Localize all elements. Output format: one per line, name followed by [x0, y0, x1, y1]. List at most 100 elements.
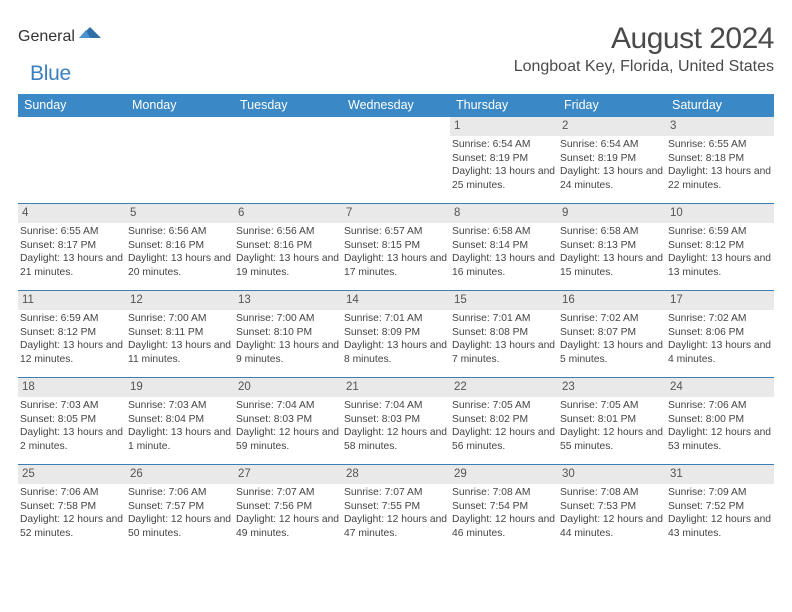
logo-triangle-icon	[79, 24, 101, 40]
calendar-cell: 16Sunrise: 7:02 AMSunset: 8:07 PMDayligh…	[558, 291, 666, 377]
day-header-row: SundayMondayTuesdayWednesdayThursdayFrid…	[18, 94, 774, 117]
week-row: 25Sunrise: 7:06 AMSunset: 7:58 PMDayligh…	[18, 465, 774, 551]
sunrise-line: Sunrise: 7:06 AM	[20, 486, 124, 500]
sunset-line: Sunset: 7:52 PM	[668, 500, 772, 514]
sunrise-line: Sunrise: 7:09 AM	[668, 486, 772, 500]
daylight-line: Daylight: 13 hours and 21 minutes.	[20, 252, 124, 279]
day-header-saturday: Saturday	[666, 94, 774, 117]
day-header-sunday: Sunday	[18, 94, 126, 117]
sunrise-line: Sunrise: 7:07 AM	[344, 486, 448, 500]
daylight-line: Daylight: 12 hours and 50 minutes.	[128, 513, 232, 540]
day-number: 19	[126, 378, 234, 397]
sunset-line: Sunset: 8:04 PM	[128, 413, 232, 427]
sunrise-line: Sunrise: 7:04 AM	[236, 399, 340, 413]
sunset-line: Sunset: 7:54 PM	[452, 500, 556, 514]
calendar-cell: 17Sunrise: 7:02 AMSunset: 8:06 PMDayligh…	[666, 291, 774, 377]
day-header-tuesday: Tuesday	[234, 94, 342, 117]
daylight-line: Daylight: 13 hours and 1 minute.	[128, 426, 232, 453]
day-number: 20	[234, 378, 342, 397]
day-number	[18, 117, 126, 136]
day-details: Sunrise: 7:03 AMSunset: 8:05 PMDaylight:…	[18, 397, 126, 457]
day-number: 9	[558, 204, 666, 223]
sunset-line: Sunset: 8:03 PM	[236, 413, 340, 427]
calendar-cell: 23Sunrise: 7:05 AMSunset: 8:01 PMDayligh…	[558, 378, 666, 464]
daylight-line: Daylight: 13 hours and 22 minutes.	[668, 165, 772, 192]
sunset-line: Sunset: 8:08 PM	[452, 326, 556, 340]
day-details: Sunrise: 7:01 AMSunset: 8:08 PMDaylight:…	[450, 310, 558, 370]
day-header-thursday: Thursday	[450, 94, 558, 117]
day-header-wednesday: Wednesday	[342, 94, 450, 117]
daylight-line: Daylight: 13 hours and 15 minutes.	[560, 252, 664, 279]
daylight-line: Daylight: 13 hours and 4 minutes.	[668, 339, 772, 366]
day-details: Sunrise: 7:06 AMSunset: 7:58 PMDaylight:…	[18, 484, 126, 544]
calendar-cell: 25Sunrise: 7:06 AMSunset: 7:58 PMDayligh…	[18, 465, 126, 551]
day-number: 12	[126, 291, 234, 310]
sunset-line: Sunset: 8:12 PM	[668, 239, 772, 253]
calendar-cell: 1Sunrise: 6:54 AMSunset: 8:19 PMDaylight…	[450, 117, 558, 203]
calendar-cell: 29Sunrise: 7:08 AMSunset: 7:54 PMDayligh…	[450, 465, 558, 551]
sunrise-line: Sunrise: 7:06 AM	[128, 486, 232, 500]
daylight-line: Daylight: 13 hours and 20 minutes.	[128, 252, 232, 279]
day-details: Sunrise: 7:06 AMSunset: 8:00 PMDaylight:…	[666, 397, 774, 457]
day-details: Sunrise: 6:54 AMSunset: 8:19 PMDaylight:…	[558, 136, 666, 196]
calendar-cell-blank	[342, 117, 450, 203]
day-number: 4	[18, 204, 126, 223]
sunrise-line: Sunrise: 6:54 AM	[452, 138, 556, 152]
sunset-line: Sunset: 8:09 PM	[344, 326, 448, 340]
day-number: 21	[342, 378, 450, 397]
calendar-cell: 11Sunrise: 6:59 AMSunset: 8:12 PMDayligh…	[18, 291, 126, 377]
daylight-line: Daylight: 13 hours and 17 minutes.	[344, 252, 448, 279]
day-number: 8	[450, 204, 558, 223]
sunrise-line: Sunrise: 6:56 AM	[236, 225, 340, 239]
day-details: Sunrise: 7:05 AMSunset: 8:01 PMDaylight:…	[558, 397, 666, 457]
day-details: Sunrise: 7:00 AMSunset: 8:11 PMDaylight:…	[126, 310, 234, 370]
sunrise-line: Sunrise: 7:05 AM	[452, 399, 556, 413]
sunrise-line: Sunrise: 7:02 AM	[560, 312, 664, 326]
day-details: Sunrise: 7:09 AMSunset: 7:52 PMDaylight:…	[666, 484, 774, 544]
sunrise-line: Sunrise: 6:58 AM	[560, 225, 664, 239]
calendar-cell: 21Sunrise: 7:04 AMSunset: 8:03 PMDayligh…	[342, 378, 450, 464]
day-number	[126, 117, 234, 136]
day-header-monday: Monday	[126, 94, 234, 117]
week-row: 18Sunrise: 7:03 AMSunset: 8:05 PMDayligh…	[18, 378, 774, 465]
sunset-line: Sunset: 8:18 PM	[668, 152, 772, 166]
week-row: 11Sunrise: 6:59 AMSunset: 8:12 PMDayligh…	[18, 291, 774, 378]
sunrise-line: Sunrise: 7:03 AM	[20, 399, 124, 413]
sunset-line: Sunset: 8:02 PM	[452, 413, 556, 427]
calendar-cell: 13Sunrise: 7:00 AMSunset: 8:10 PMDayligh…	[234, 291, 342, 377]
calendar-cell-blank	[126, 117, 234, 203]
sunrise-line: Sunrise: 7:07 AM	[236, 486, 340, 500]
sunrise-line: Sunrise: 7:08 AM	[560, 486, 664, 500]
sunset-line: Sunset: 8:16 PM	[236, 239, 340, 253]
logo: General	[18, 22, 103, 46]
daylight-line: Daylight: 12 hours and 55 minutes.	[560, 426, 664, 453]
sunrise-line: Sunrise: 7:00 AM	[236, 312, 340, 326]
sunrise-line: Sunrise: 6:56 AM	[128, 225, 232, 239]
daylight-line: Daylight: 12 hours and 56 minutes.	[452, 426, 556, 453]
day-number: 6	[234, 204, 342, 223]
day-number: 22	[450, 378, 558, 397]
day-details: Sunrise: 6:55 AMSunset: 8:18 PMDaylight:…	[666, 136, 774, 196]
calendar-cell: 15Sunrise: 7:01 AMSunset: 8:08 PMDayligh…	[450, 291, 558, 377]
day-details: Sunrise: 7:05 AMSunset: 8:02 PMDaylight:…	[450, 397, 558, 457]
daylight-line: Daylight: 12 hours and 43 minutes.	[668, 513, 772, 540]
sunrise-line: Sunrise: 7:00 AM	[128, 312, 232, 326]
day-number: 17	[666, 291, 774, 310]
sunset-line: Sunset: 8:01 PM	[560, 413, 664, 427]
sunset-line: Sunset: 8:15 PM	[344, 239, 448, 253]
sunrise-line: Sunrise: 7:08 AM	[452, 486, 556, 500]
sunset-line: Sunset: 8:07 PM	[560, 326, 664, 340]
sunset-line: Sunset: 8:13 PM	[560, 239, 664, 253]
day-number: 27	[234, 465, 342, 484]
calendar-cell: 9 Sunrise: 6:58 AMSunset: 8:13 PMDaylight…	[558, 204, 666, 290]
logo-text-blue: Blue	[30, 62, 71, 86]
sunset-line: Sunset: 8:00 PM	[668, 413, 772, 427]
calendar-cell: 27Sunrise: 7:07 AMSunset: 7:56 PMDayligh…	[234, 465, 342, 551]
calendar-cell: 4Sunrise: 6:55 AMSunset: 8:17 PMDaylight…	[18, 204, 126, 290]
day-number: 25	[18, 465, 126, 484]
calendar-cell: 10Sunrise: 6:59 AMSunset: 8:12 PMDayligh…	[666, 204, 774, 290]
day-number: 26	[126, 465, 234, 484]
logo-text-gray: General	[18, 28, 75, 46]
calendar-cell: 7Sunrise: 6:57 AMSunset: 8:15 PMDaylight…	[342, 204, 450, 290]
sunrise-line: Sunrise: 7:04 AM	[344, 399, 448, 413]
